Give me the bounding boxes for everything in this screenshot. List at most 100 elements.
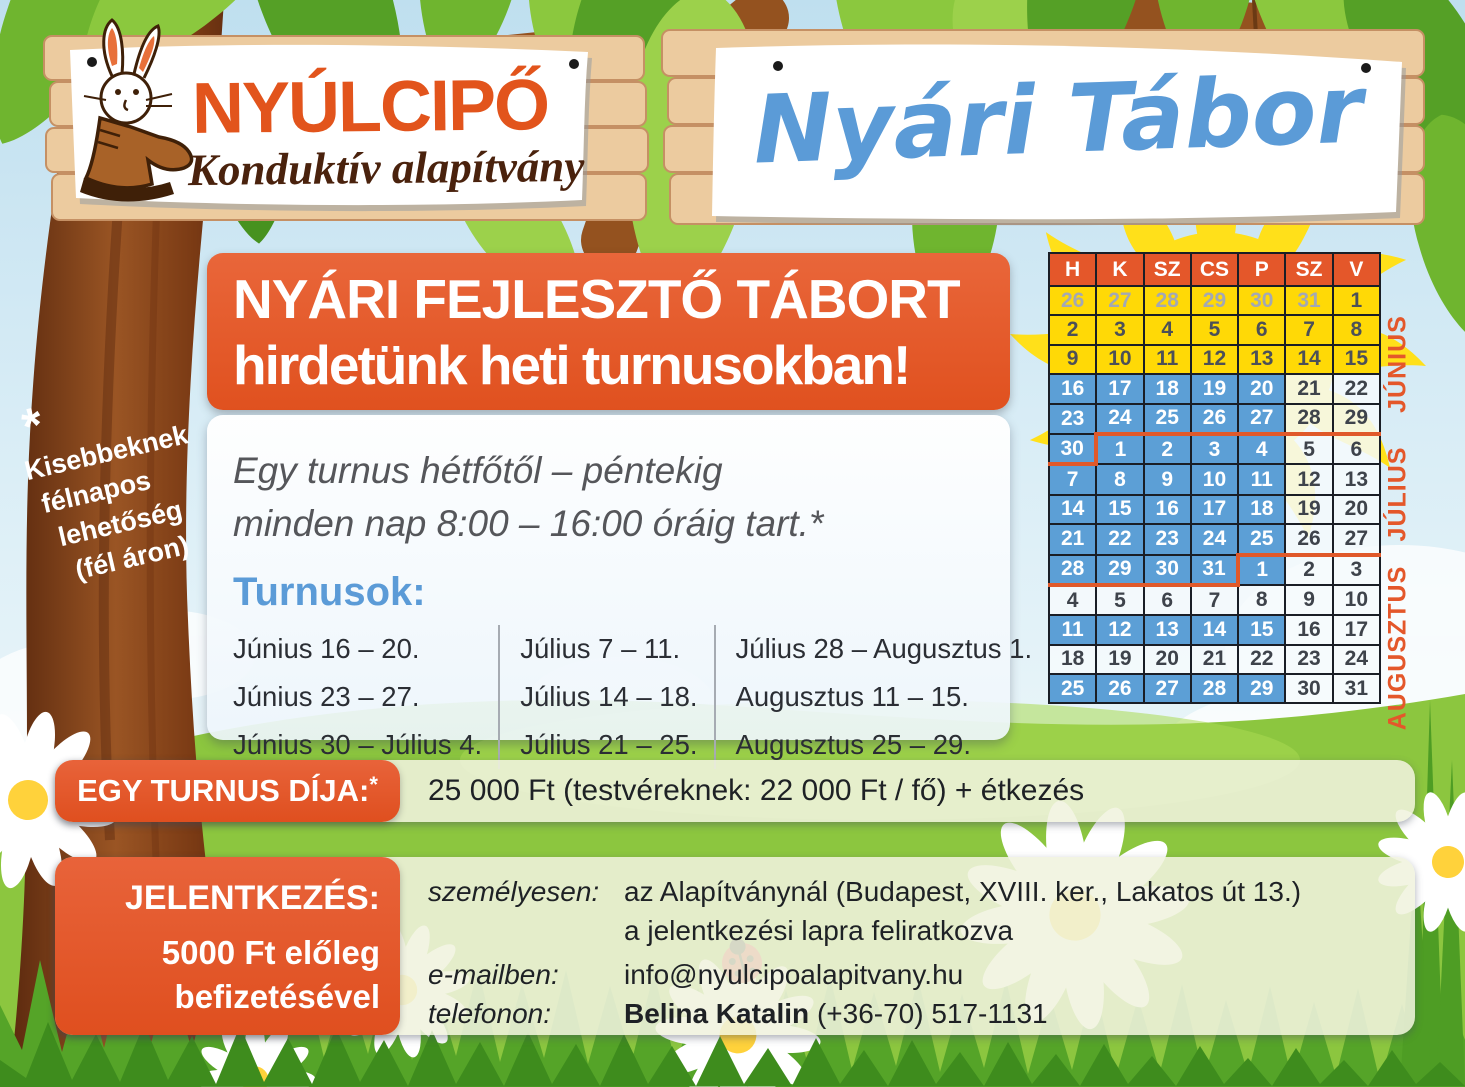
calendar-day-cell: 18 bbox=[1047, 643, 1098, 676]
price-label: EGY TURNUS DÍJA: bbox=[77, 773, 370, 808]
calendar-day-cell: 26 bbox=[1189, 402, 1240, 435]
calendar-day-cell: 19 bbox=[1189, 373, 1240, 405]
calendar-day-cell: 9 bbox=[1047, 343, 1098, 376]
calendar-day-cell: 29 bbox=[1189, 284, 1240, 317]
price-asterisk: * bbox=[369, 772, 378, 797]
turnus-date: Július 14 – 18. bbox=[520, 681, 698, 713]
calendar-day-cell: 10 bbox=[1331, 583, 1382, 617]
calendar-day-cell: 15 bbox=[1095, 493, 1145, 526]
intro-text: Egy turnus hétfőtől – péntekig minden na… bbox=[233, 445, 1010, 550]
calendar-day-cell: 6 bbox=[1142, 583, 1192, 617]
calendar-day-cell: 30 bbox=[1237, 284, 1287, 317]
calendar-day-cell: 16 bbox=[1047, 373, 1098, 405]
calendar-day-cell: 3 bbox=[1189, 431, 1240, 466]
calendar-day-cell: 22 bbox=[1237, 643, 1287, 676]
calendar-day-cell: 12 bbox=[1284, 463, 1334, 496]
rabbit-logo-icon bbox=[80, 18, 194, 202]
turnus-date: Július 28 – Augusztus 1. bbox=[735, 633, 1033, 665]
turnus-date: Augusztus 11 – 15. bbox=[735, 681, 969, 713]
signup-label-box: JELENTKEZÉS: 5000 Ft előleg befizetéséve… bbox=[55, 857, 400, 1035]
calendar-day-cell: 8 bbox=[1237, 583, 1287, 617]
calendar-day-cell: 7 bbox=[1047, 463, 1098, 496]
logo-subtitle: Konduktív alapítvány bbox=[187, 140, 585, 196]
calendar-day-cell: 20 bbox=[1142, 643, 1192, 676]
turnus-date: Július 21 – 25. bbox=[520, 729, 698, 761]
calendar-day-cell: 17 bbox=[1189, 493, 1240, 526]
contact-value: a jelentkezési lapra feliratkozva bbox=[624, 915, 1014, 946]
calendar-day-cell: 19 bbox=[1284, 493, 1334, 526]
calendar-day-cell: 22 bbox=[1095, 523, 1145, 556]
calendar-day-cell: 23 bbox=[1284, 643, 1334, 676]
contact-rows: személyesen: az Alapítványnál (Budapest, … bbox=[428, 872, 1408, 1033]
calendar-day-cell: 18 bbox=[1237, 493, 1287, 526]
calendar-day-cell: 25 bbox=[1047, 673, 1098, 705]
calendar-day-cell: 18 bbox=[1142, 373, 1192, 405]
calendar-day-cell: 13 bbox=[1142, 614, 1192, 646]
calendar-day-cell: 28 bbox=[1284, 402, 1334, 435]
calendar-day-cell: 26 bbox=[1095, 673, 1145, 705]
contact-value: Belina Katalin (+36-70) 517-1131 bbox=[624, 998, 1048, 1029]
calendar-day-cell: 27 bbox=[1331, 523, 1382, 556]
calendar-day-cell: 21 bbox=[1284, 373, 1334, 405]
calendar-day-cell: 22 bbox=[1331, 373, 1382, 405]
calendar-day-cell: 7 bbox=[1284, 314, 1334, 346]
calendar-day-cell: 2 bbox=[1284, 552, 1334, 586]
logo-title: NYÚLCIPŐ bbox=[191, 65, 549, 149]
turnusok-column: Június 16 – 20. Június 23 – 27. Június 30 … bbox=[233, 625, 498, 769]
calendar-day-cell: 19 bbox=[1095, 643, 1145, 676]
calendar-day-cell: 28 bbox=[1047, 553, 1098, 587]
calendar-day-cell: 26 bbox=[1284, 523, 1334, 556]
calendar-day-header: SZ bbox=[1284, 252, 1334, 287]
calendar-day-cell: 7 bbox=[1189, 583, 1240, 617]
calendar-day-cell: 6 bbox=[1237, 314, 1287, 346]
headline-line1: NYÁRI FEJLESZTŐ TÁBORT bbox=[233, 267, 961, 330]
calendar-day-cell: 2 bbox=[1047, 314, 1098, 346]
calendar-day-cell: 27 bbox=[1237, 402, 1287, 435]
calendar-day-cell: 9 bbox=[1284, 583, 1334, 617]
camp-sign-title: Nyári Tábor bbox=[751, 55, 1365, 186]
calendar-day-cell: 14 bbox=[1189, 614, 1240, 646]
calendar-day-cell: 16 bbox=[1142, 493, 1192, 526]
turnusok-columns: Június 16 – 20. Június 23 – 27. Június 30 … bbox=[233, 625, 1032, 770]
calendar-day-cell: 27 bbox=[1095, 284, 1145, 317]
calendar-day-cell: 8 bbox=[1331, 314, 1382, 346]
calendar-day-cell: 25 bbox=[1237, 523, 1287, 556]
calendar-day-cell: 28 bbox=[1189, 673, 1240, 705]
calendar-table: H K SZ CS P SZ V 26 27 28 29 30 31 1 2 3 4 5 6 7 8 9 10 11 12 13 1… bbox=[1047, 252, 1382, 705]
calendar-day-cell: 29 bbox=[1095, 553, 1145, 587]
sign-papers bbox=[70, 44, 1406, 226]
turnus-date: Július 7 – 11. bbox=[520, 633, 681, 665]
calendar-day-header: H bbox=[1047, 252, 1098, 287]
turnusok-column: Július 7 – 11. Július 14 – 18. Július 21 –… bbox=[498, 625, 713, 770]
calendar-day-cell: 11 bbox=[1237, 463, 1287, 496]
calendar-day-cell: 10 bbox=[1095, 343, 1145, 376]
calendar-day-cell: 13 bbox=[1331, 463, 1382, 496]
calendar-day-header: CS bbox=[1189, 252, 1240, 287]
calendar-day-cell: 13 bbox=[1237, 343, 1287, 376]
calendar-day-cell: 12 bbox=[1095, 614, 1145, 646]
calendar-day-cell: 17 bbox=[1331, 614, 1382, 646]
contact-label bbox=[428, 911, 624, 950]
month-label-junius: JÚNIUS bbox=[1383, 315, 1412, 413]
calendar-day-cell: 21 bbox=[1047, 523, 1098, 556]
contact-value: info@nyulcipoalapitvany.hu bbox=[624, 959, 964, 990]
headline-banner: NYÁRI FEJLESZTŐ TÁBORT hirdetünk heti tu… bbox=[207, 253, 1010, 410]
calendar-day-cell: 21 bbox=[1189, 643, 1240, 676]
calendar-day-cell: 15 bbox=[1237, 614, 1287, 646]
calendar-day-cell: 16 bbox=[1284, 614, 1334, 646]
calendar-day-cell: 17 bbox=[1095, 373, 1145, 405]
calendar-day-cell: 24 bbox=[1095, 402, 1145, 435]
calendar-day-cell: 14 bbox=[1047, 493, 1098, 526]
price-label-box: EGY TURNUS DÍJA: * bbox=[55, 760, 400, 822]
calendar-day-cell: 26 bbox=[1047, 284, 1098, 317]
calendar-day-cell: 20 bbox=[1237, 373, 1287, 405]
calendar-day-cell: 3 bbox=[1095, 314, 1145, 346]
calendar-day-cell: 31 bbox=[1189, 553, 1240, 587]
calendar-day-cell: 30 bbox=[1142, 553, 1192, 587]
contact-label: telefonon: bbox=[428, 998, 551, 1029]
calendar-day-cell: 27 bbox=[1142, 673, 1192, 705]
calendar-day-header: P bbox=[1237, 252, 1287, 287]
signup-deposit-line2: befizetésével bbox=[174, 978, 380, 1015]
calendar-day-cell: 11 bbox=[1142, 343, 1192, 376]
